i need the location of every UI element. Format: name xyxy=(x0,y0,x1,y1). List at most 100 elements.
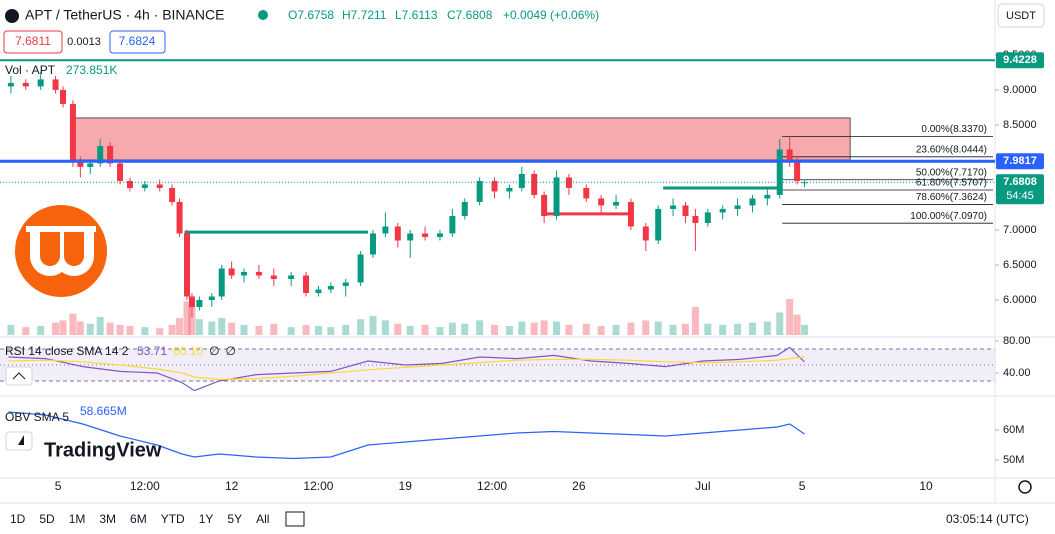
candle-body xyxy=(77,159,84,167)
volume-bar xyxy=(627,322,635,335)
x-tick-label: 5 xyxy=(799,479,806,493)
candle-body xyxy=(117,163,124,181)
candle-body xyxy=(613,201,620,206)
volume-bar xyxy=(168,324,176,335)
candle-body xyxy=(382,226,389,234)
candle-body xyxy=(518,173,525,188)
status-dot xyxy=(258,10,268,20)
currency-button[interactable] xyxy=(997,3,1045,28)
clock: 03:05:14 (UTC) xyxy=(946,512,1029,526)
volume-bar xyxy=(776,312,784,335)
obv-title: OBV SMA 5 xyxy=(5,410,69,424)
x-tick-label: 19 xyxy=(399,479,413,493)
candle-body xyxy=(407,233,414,241)
collapse-button[interactable] xyxy=(5,431,33,451)
candle-body xyxy=(303,275,310,293)
volume-bar xyxy=(748,322,756,335)
range-button[interactable]: 5Y xyxy=(227,512,242,526)
price-change: +0.0049 (+0.06%) xyxy=(503,8,599,22)
volume-bar xyxy=(327,327,335,335)
volume-bar xyxy=(195,319,203,335)
volume-bar xyxy=(394,323,402,335)
buy-button[interactable] xyxy=(109,30,166,54)
candle-body xyxy=(642,226,649,241)
candle-body xyxy=(7,82,14,87)
volume-bar xyxy=(255,326,263,335)
volume-bar xyxy=(314,326,322,335)
range-button[interactable]: 1M xyxy=(69,512,86,526)
price-badge-label: 7.6808 xyxy=(1003,176,1037,188)
toolbar: 1D 5D 1M 3M 6M YTD 1Y 5Y All xyxy=(10,512,269,526)
range-button[interactable]: YTD xyxy=(161,512,185,526)
candle-body xyxy=(670,205,677,209)
candle-body xyxy=(188,296,195,307)
volume-bar xyxy=(208,321,216,335)
range-button[interactable]: 6M xyxy=(130,512,147,526)
volume-bar xyxy=(597,326,605,335)
candle-body xyxy=(270,275,277,279)
candle-body xyxy=(627,201,634,227)
volume-bar xyxy=(141,327,149,335)
spread: 0.0013 xyxy=(67,36,101,48)
ohlc-open: O7.6758 xyxy=(288,8,334,22)
symbol[interactable]: APT / TetherUS · 4h · BINANCE xyxy=(25,7,224,23)
x-tick-label: 12:00 xyxy=(477,479,507,493)
legend-value: ∅ xyxy=(226,344,236,358)
brand-logo xyxy=(15,205,107,297)
volume-bar xyxy=(218,318,226,335)
date-range-icon[interactable] xyxy=(285,511,305,527)
legend-value: ∅ xyxy=(209,344,219,358)
volume-bar xyxy=(461,323,469,335)
currency[interactable]: USDT xyxy=(1006,10,1036,22)
volume-bar xyxy=(37,326,45,335)
volume-bar xyxy=(406,326,414,335)
volume-bar xyxy=(719,324,727,335)
range-button[interactable]: 3M xyxy=(99,512,116,526)
volume-bar xyxy=(518,321,526,335)
volume-bar xyxy=(52,322,60,335)
volume-bar xyxy=(540,320,548,335)
candle-body xyxy=(436,233,443,237)
volume-bar xyxy=(22,327,30,335)
candle-body xyxy=(692,215,699,223)
y-tick-label: 6.0000 xyxy=(1003,294,1037,306)
candle-body xyxy=(218,268,225,297)
volume-bar xyxy=(505,326,513,335)
settings-icon[interactable] xyxy=(1018,480,1032,494)
volume-bar xyxy=(106,322,114,335)
bid-price[interactable]: 7.6811 xyxy=(15,34,51,48)
candle-body xyxy=(141,184,148,188)
candle-body xyxy=(682,205,689,216)
volume-bar xyxy=(59,320,67,335)
candle-body xyxy=(208,296,215,300)
candle-body xyxy=(183,233,190,297)
volume-bar xyxy=(86,323,94,335)
range-button[interactable]: 1D xyxy=(10,512,26,526)
candle-body xyxy=(749,198,756,206)
collapse-button[interactable] xyxy=(5,366,33,386)
range-button[interactable]: 1Y xyxy=(199,512,214,526)
volume-bar xyxy=(491,324,499,335)
candle-body xyxy=(449,215,456,234)
y-tick-label: 7.0000 xyxy=(1003,224,1037,236)
candle-body xyxy=(59,89,66,104)
volume-bar xyxy=(553,321,561,335)
candle-body xyxy=(169,187,176,202)
range-button[interactable]: All xyxy=(256,512,269,526)
sell-button[interactable] xyxy=(3,30,63,54)
countdown: 54:45 xyxy=(1006,190,1034,202)
y-tick-label: 60M xyxy=(1003,424,1024,436)
ohlc-low: L7.6113 xyxy=(395,8,438,22)
candle-body xyxy=(176,201,183,234)
y-tick-label: 8.5000 xyxy=(1003,119,1037,131)
x-tick-label: 5 xyxy=(55,479,62,493)
volume-bar xyxy=(287,327,295,335)
volume-bar xyxy=(342,324,350,335)
candle-body xyxy=(655,208,662,241)
ask-price[interactable]: 7.6824 xyxy=(119,34,156,48)
range-button[interactable]: 5D xyxy=(39,512,55,526)
price-badge xyxy=(996,52,1044,69)
legend-value: 60.10 xyxy=(173,344,203,358)
